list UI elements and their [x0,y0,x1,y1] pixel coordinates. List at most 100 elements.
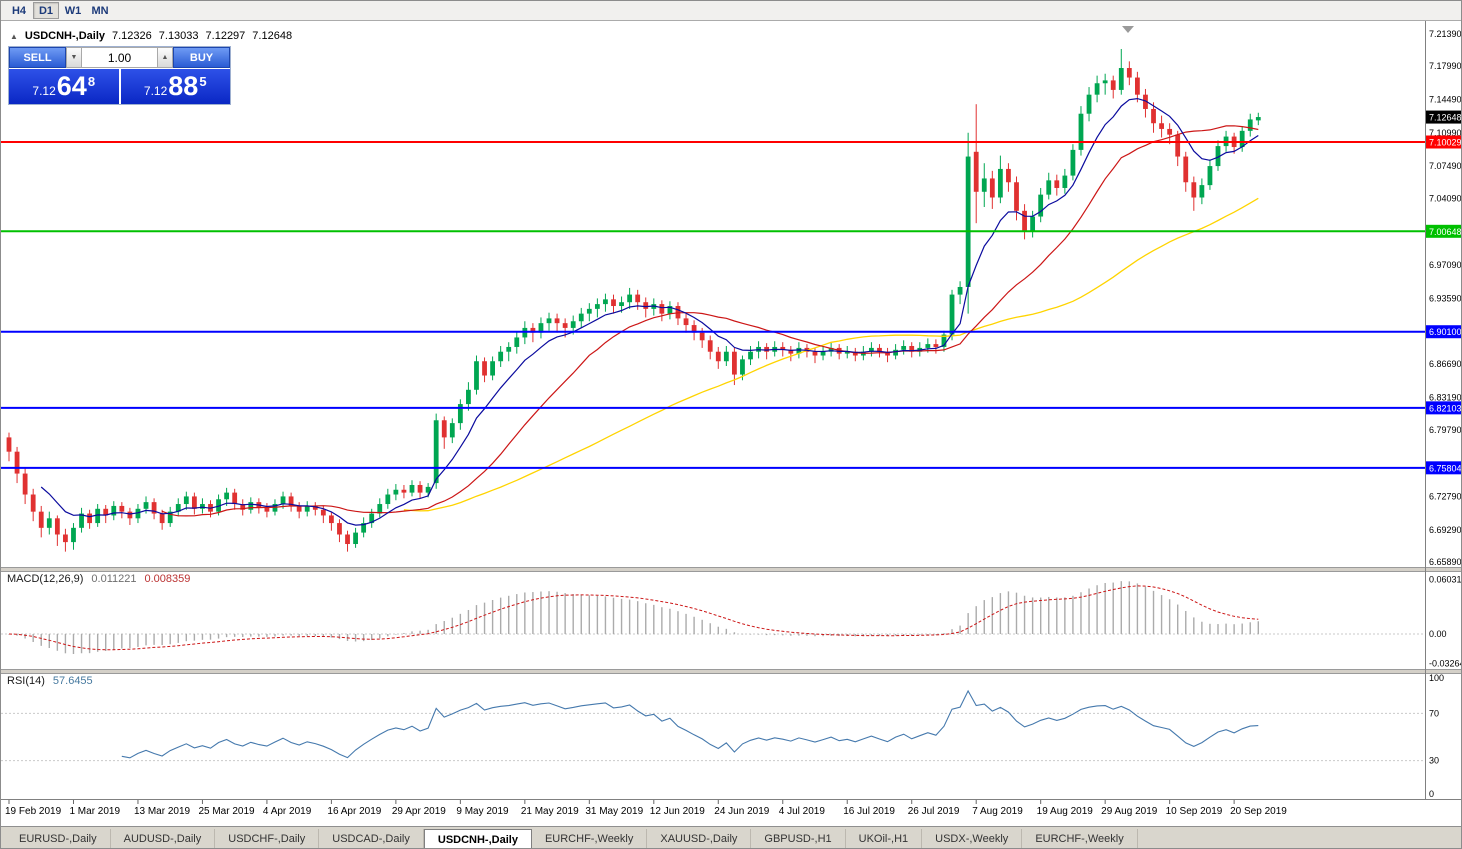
level-price-tag-6.82103: 6.82103 [1426,401,1461,415]
svg-text:0.00: 0.00 [1429,629,1447,639]
timeframe-w1-button[interactable]: W1 [60,2,86,19]
svg-text:6.97090: 6.97090 [1429,260,1462,270]
svg-text:29 Aug 2019: 29 Aug 2019 [1101,806,1158,817]
buy-price-prefix: 7.12 [143,84,168,98]
macd-name: MACD(12,26,9) [7,573,84,585]
svg-text:4 Apr 2019: 4 Apr 2019 [263,806,312,817]
macd-pane-splitter[interactable] [1,567,1462,572]
svg-text:1 Mar 2019: 1 Mar 2019 [69,806,120,817]
ma-slow-line [403,197,1259,512]
svg-text:6.75804: 6.75804 [1429,463,1462,473]
buy-price-display[interactable]: 7.12 88 5 [120,69,230,104]
rsi-indicator-label: RSI(14) 57.6455 [7,675,93,687]
level-price-tag-6.75804: 6.75804 [1426,461,1462,475]
timeframe-toolbar: H4 D1 W1 MN [1,1,1461,21]
volume-input[interactable] [82,47,157,68]
svg-text:6.65890: 6.65890 [1429,557,1462,567]
trade-prices-row: 7.12 64 8 7.12 88 5 [9,69,230,104]
svg-text:21 May 2019: 21 May 2019 [521,806,579,817]
current-price-tag: 7.12648 [1426,110,1462,124]
chart-symbol-label: USDCNH-,Daily [24,30,105,42]
svg-text:6.90100: 6.90100 [1429,327,1462,337]
buy-price-pips: 88 [168,71,199,101]
level-price-tag-6.90100: 6.90100 [1426,325,1462,339]
sell-price-prefix: 7.12 [32,84,56,98]
svg-text:26 Jul 2019: 26 Jul 2019 [908,806,960,817]
ohlc-low: 7.12297 [205,30,246,42]
trade-controls-row: SELL ▼ ▲ BUY [9,47,230,68]
macd-signal-line [8,585,1259,651]
time-axis[interactable]: 19 Feb 2019 1 Mar 2019 13 Mar 2019 25 Mar 2… [1,799,1462,818]
tab-gbpusd-h1[interactable]: GBPUSD-,H1 [751,829,846,848]
svg-text:7.04090: 7.04090 [1429,194,1462,204]
candlesticks [6,48,1261,552]
svg-text:7 Aug 2019: 7 Aug 2019 [972,806,1023,817]
tab-usdcad-daily[interactable]: USDCAD-,Daily [319,829,424,848]
chart-shift-marker[interactable] [1122,26,1134,33]
ohlc-close: 7.12648 [252,30,293,42]
level-price-tag-7.00648: 7.00648 [1426,224,1461,238]
svg-text:6.83190: 6.83190 [1429,393,1462,403]
volume-decrease-button[interactable]: ▼ [66,47,82,68]
svg-text:0.060317: 0.060317 [1429,575,1462,585]
svg-text:0: 0 [1429,789,1434,799]
one-click-trading-panel: SELL ▼ ▲ BUY 7.12 64 8 7.12 88 5 [8,46,231,105]
tab-xauusd-daily[interactable]: XAUUSD-,Daily [647,829,752,848]
svg-text:20 Sep 2019: 20 Sep 2019 [1230,806,1287,817]
svg-text:30: 30 [1429,756,1439,766]
rsi-pane-splitter[interactable] [1,669,1462,674]
macd-indicator-label: MACD(12,26,9) 0.011221 0.008359 [7,573,190,585]
svg-text:7.12648: 7.12648 [1429,113,1462,123]
svg-text:6.69290: 6.69290 [1429,525,1462,535]
tab-usdx-weekly[interactable]: USDX-,Weekly [922,829,1023,848]
timeframe-mn-button[interactable]: MN [87,2,113,19]
volume-increase-button[interactable]: ▲ [157,47,173,68]
svg-text:7.10029: 7.10029 [1429,138,1462,148]
sell-price-point: 8 [87,73,96,89]
svg-text:13 Mar 2019: 13 Mar 2019 [134,806,191,817]
ma-mid-line [161,125,1259,517]
svg-text:7.07490: 7.07490 [1429,161,1462,171]
tab-eurchf-weekly[interactable]: EURCHF-,Weekly [532,829,648,848]
svg-text:24 Jun 2019: 24 Jun 2019 [714,806,769,817]
svg-text:100: 100 [1429,673,1444,683]
price-axis[interactable]: 7.21390 7.17990 7.14490 7.10990 7.07490 7.040… [1425,21,1462,799]
ohlc-high: 7.13033 [158,30,199,42]
svg-text:16 Apr 2019: 16 Apr 2019 [327,806,381,817]
svg-text:6.72790: 6.72790 [1429,492,1462,502]
svg-text:29 Apr 2019: 29 Apr 2019 [392,806,446,817]
tab-ukoil-h1[interactable]: UKOil-,H1 [846,829,923,848]
level-price-tag-7.10029: 7.10029 [1426,135,1462,149]
timeframe-h4-button[interactable]: H4 [6,2,32,19]
svg-text:9 May 2019: 9 May 2019 [456,806,509,817]
svg-text:19 Feb 2019: 19 Feb 2019 [5,806,62,817]
svg-text:12 Jun 2019: 12 Jun 2019 [650,806,705,817]
sell-price-display[interactable]: 7.12 64 8 [9,69,119,104]
timeframe-d1-button[interactable]: D1 [33,2,59,19]
tab-eurusd-daily[interactable]: EURUSD-,Daily [6,829,111,848]
tab-audusd-daily[interactable]: AUDUSD-,Daily [111,829,216,848]
buy-price-point: 5 [199,73,207,89]
ohlc-open: 7.12326 [112,30,152,42]
buy-button[interactable]: BUY [173,47,230,68]
symbol-tabbar: EURUSD-,Daily AUDUSD-,Daily USDCHF-,Daily U… [1,826,1461,848]
macd-signal-value: 0.008359 [144,573,191,585]
rsi-name: RSI(14) [7,675,45,687]
svg-text:25 Mar 2019: 25 Mar 2019 [198,806,255,817]
svg-text:6.79790: 6.79790 [1429,425,1462,435]
svg-text:16 Jul 2019: 16 Jul 2019 [843,806,895,817]
tab-usdchf-daily[interactable]: USDCHF-,Daily [215,829,320,848]
svg-text:31 May 2019: 31 May 2019 [585,806,643,817]
collapse-trade-panel-icon[interactable]: ▲ [10,31,18,41]
ma-fast-line [40,97,1259,526]
macd-histogram [8,581,1259,655]
tab-usdcnh-daily[interactable]: USDCNH-,Daily [423,829,532,848]
svg-text:-0.032648: -0.032648 [1429,658,1462,668]
sell-button[interactable]: SELL [9,47,66,68]
price-chart-canvas[interactable]: 7.21390 7.17990 7.14490 7.10990 7.07490 7.040… [1,21,1462,826]
rsi-line [121,689,1259,759]
svg-text:7.21390: 7.21390 [1429,29,1462,39]
chart-title: ▲ USDCNH-,Daily 7.12326 7.13033 7.12297 … [10,30,292,42]
tab-eurchf-weekly[interactable]: EURCHF-,Weekly [1022,829,1138,848]
